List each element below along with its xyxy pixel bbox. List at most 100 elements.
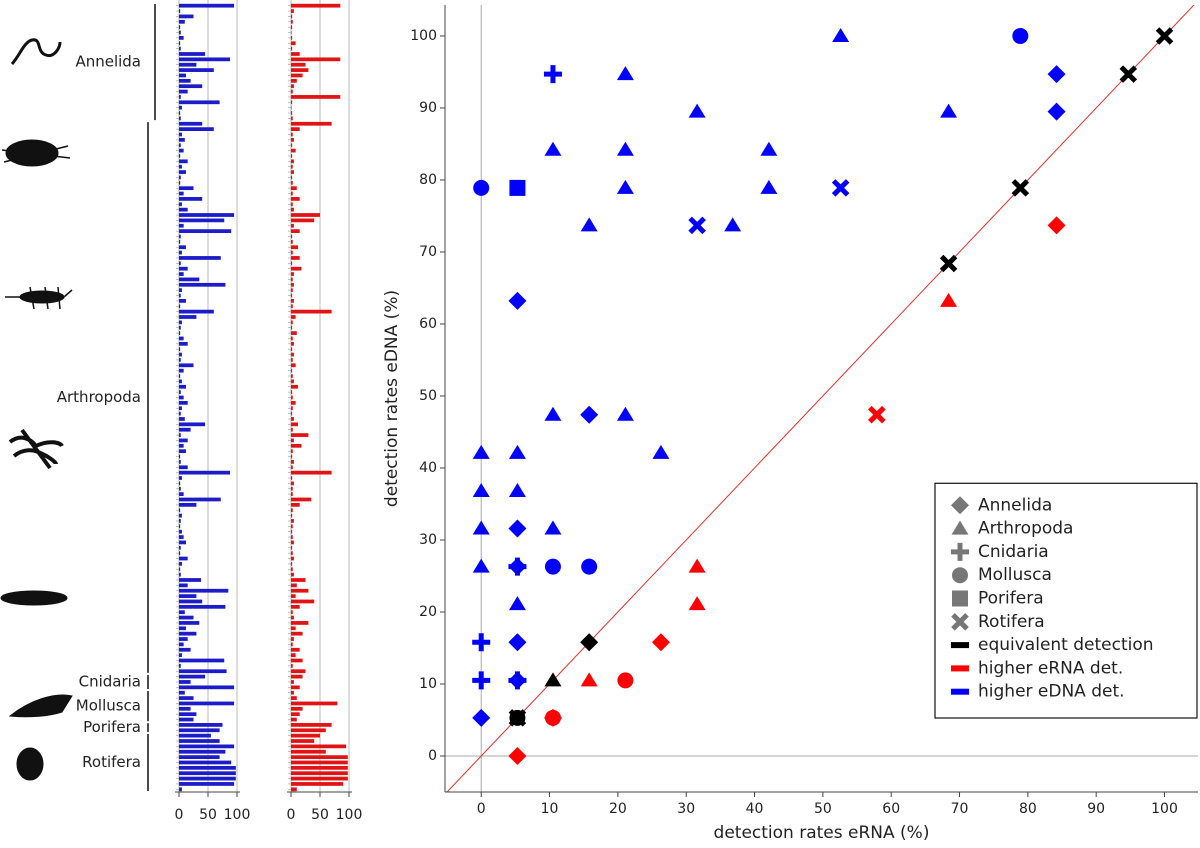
point xyxy=(1047,216,1066,235)
bar xyxy=(291,417,294,421)
bar xyxy=(179,384,186,389)
legend-label: Cnidaria xyxy=(978,542,1049,562)
dragonfly-icon xyxy=(8,428,64,470)
point xyxy=(940,103,958,118)
bar xyxy=(179,57,231,62)
point xyxy=(581,558,598,575)
bar xyxy=(179,476,182,480)
bar xyxy=(179,374,181,378)
point xyxy=(544,672,562,687)
group-label: Arthropoda xyxy=(57,388,141,406)
bar xyxy=(179,642,184,647)
bar xyxy=(291,239,293,244)
x-axis-title: detection rates eRNA (%) xyxy=(714,823,930,843)
bar xyxy=(179,513,182,518)
bar xyxy=(291,368,293,373)
bar xyxy=(179,170,186,174)
legend-label: higher eRNA det. xyxy=(978,658,1123,678)
bar xyxy=(179,723,223,727)
bar xyxy=(179,73,186,78)
bar xyxy=(291,19,293,24)
bar xyxy=(179,390,181,395)
bar xyxy=(179,137,185,142)
bar xyxy=(291,465,293,470)
bar xyxy=(291,127,300,132)
point xyxy=(473,179,490,196)
bar xyxy=(291,427,293,432)
bar xyxy=(179,25,181,30)
bar xyxy=(291,293,293,298)
bar xyxy=(291,524,293,529)
bar xyxy=(291,3,341,8)
bar xyxy=(179,197,203,201)
bar xyxy=(291,137,294,142)
legend-swatch xyxy=(951,642,969,649)
bar xyxy=(179,9,181,13)
bar xyxy=(291,658,303,663)
bar xyxy=(291,749,326,754)
bar xyxy=(179,406,182,411)
bar xyxy=(179,443,184,448)
bar xyxy=(291,309,332,314)
point xyxy=(688,103,706,118)
bar xyxy=(291,341,294,346)
bar xyxy=(179,400,188,405)
bar xyxy=(179,583,188,588)
bar xyxy=(291,41,296,46)
bar xyxy=(291,218,315,223)
bar xyxy=(291,621,309,625)
y-tick-label: 30 xyxy=(419,532,437,548)
bar xyxy=(179,223,184,228)
point xyxy=(544,520,562,535)
bar xyxy=(291,562,293,566)
point xyxy=(472,708,491,727)
bar xyxy=(179,347,181,352)
bar xyxy=(179,266,188,271)
bar xyxy=(179,572,181,577)
bar xyxy=(179,728,220,733)
bar xyxy=(291,438,294,443)
bar xyxy=(179,272,184,276)
bar xyxy=(291,663,293,668)
bar xyxy=(291,384,298,389)
point xyxy=(544,141,562,156)
x-tick-label: 50 xyxy=(311,807,329,823)
bar xyxy=(291,304,293,309)
bar xyxy=(179,578,202,582)
bar xyxy=(291,73,303,78)
bar xyxy=(179,438,188,443)
bar xyxy=(291,256,300,260)
bar xyxy=(291,696,297,700)
bar xyxy=(291,529,293,534)
bar xyxy=(179,755,220,759)
bar xyxy=(291,508,293,513)
x-tick-label: 100 xyxy=(224,807,251,823)
point xyxy=(508,596,526,611)
bar xyxy=(179,277,200,282)
bar xyxy=(179,631,197,636)
bar xyxy=(291,572,294,577)
point xyxy=(1119,65,1138,83)
bar xyxy=(291,411,293,416)
bar xyxy=(291,358,293,362)
bar xyxy=(179,148,184,153)
bar xyxy=(179,497,221,502)
bar xyxy=(291,336,293,341)
point xyxy=(544,558,561,575)
bar xyxy=(179,690,185,695)
bar xyxy=(179,712,197,717)
bar xyxy=(291,739,315,743)
bar xyxy=(179,315,197,319)
bar xyxy=(179,19,185,24)
worm-icon xyxy=(10,38,62,65)
bar xyxy=(291,250,293,255)
point xyxy=(580,405,599,424)
bar xyxy=(179,706,191,711)
bar xyxy=(291,400,296,405)
bar xyxy=(291,52,300,56)
bar xyxy=(179,218,225,223)
bar xyxy=(291,266,302,271)
bar xyxy=(291,164,293,169)
point xyxy=(509,179,526,196)
bar xyxy=(179,508,181,513)
